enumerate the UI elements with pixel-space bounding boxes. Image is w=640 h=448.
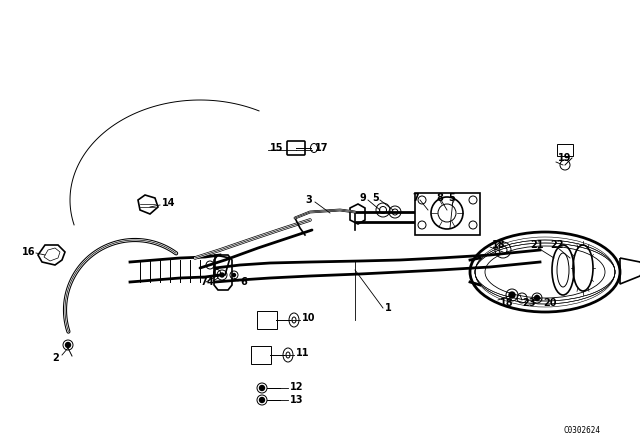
FancyBboxPatch shape — [415, 193, 480, 235]
Text: 15: 15 — [270, 143, 284, 153]
Text: 18: 18 — [492, 240, 506, 250]
Text: 10: 10 — [302, 313, 316, 323]
Circle shape — [509, 292, 515, 298]
FancyBboxPatch shape — [287, 141, 305, 155]
Text: 5: 5 — [372, 193, 379, 203]
Text: 4: 4 — [207, 277, 214, 287]
Text: 14: 14 — [162, 198, 175, 208]
Circle shape — [259, 385, 264, 391]
Text: 9: 9 — [360, 193, 367, 203]
Text: C0302624: C0302624 — [563, 426, 600, 435]
Text: 1: 1 — [385, 303, 392, 313]
Text: 7: 7 — [412, 193, 419, 203]
Text: 17: 17 — [315, 143, 328, 153]
Text: 22: 22 — [550, 240, 563, 250]
Text: 21: 21 — [530, 240, 543, 250]
Circle shape — [65, 343, 70, 348]
Text: 5: 5 — [448, 193, 455, 203]
Text: 16: 16 — [22, 247, 35, 257]
Circle shape — [232, 273, 236, 276]
Circle shape — [220, 273, 224, 277]
Text: 13: 13 — [290, 395, 303, 405]
Text: 18: 18 — [500, 298, 514, 308]
Text: 2: 2 — [52, 353, 59, 363]
FancyBboxPatch shape — [257, 311, 277, 329]
Text: 23: 23 — [522, 298, 536, 308]
FancyBboxPatch shape — [251, 346, 271, 364]
Text: 11: 11 — [296, 348, 310, 358]
Text: 19: 19 — [558, 153, 572, 163]
Text: 8: 8 — [436, 193, 443, 203]
Text: 7: 7 — [200, 277, 207, 287]
Circle shape — [534, 296, 540, 301]
Circle shape — [259, 397, 264, 402]
Text: 12: 12 — [290, 382, 303, 392]
FancyBboxPatch shape — [557, 144, 573, 156]
Text: 3: 3 — [305, 195, 312, 205]
Text: 6: 6 — [240, 277, 247, 287]
Text: 20: 20 — [543, 298, 557, 308]
